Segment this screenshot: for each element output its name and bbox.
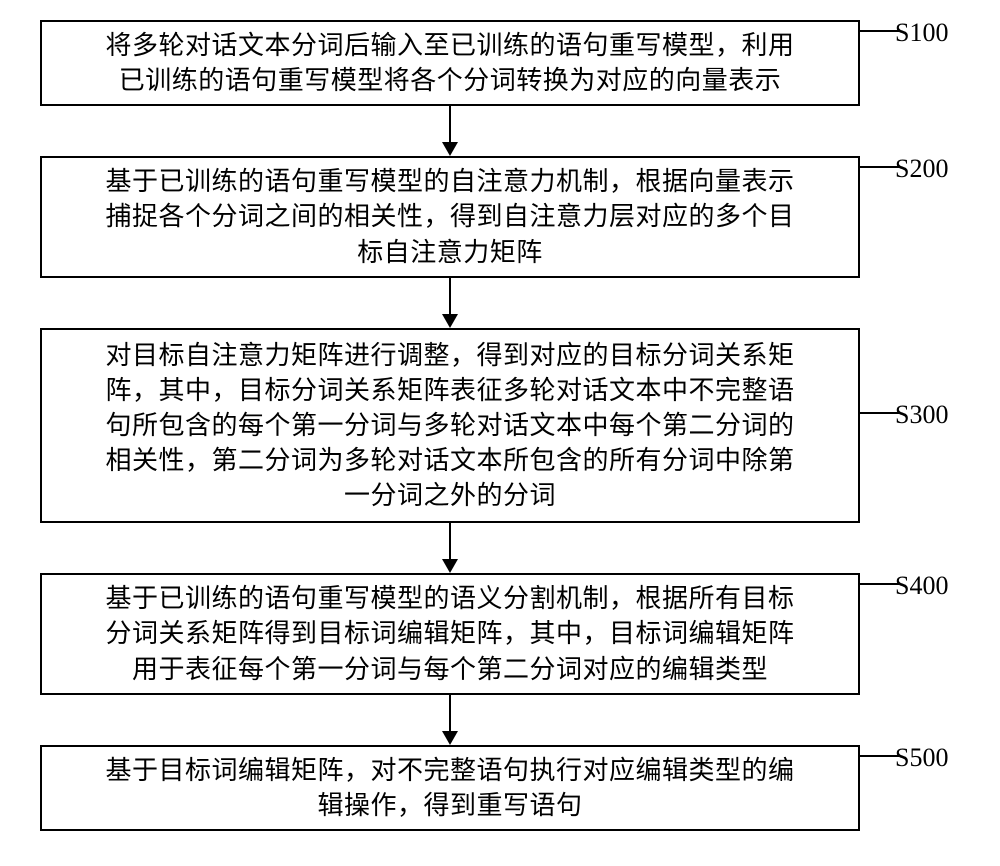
step-s200-label: S200 bbox=[895, 154, 948, 184]
arrow-s200-s300-line bbox=[449, 278, 451, 314]
step-s400-box: 基于已训练的语句重写模型的语义分割机制，根据所有目标 分词关系矩阵得到目标词编辑… bbox=[40, 573, 860, 695]
step-s200-text: 基于已训练的语句重写模型的自注意力机制，根据向量表示 捕捉各个分词之间的相关性，… bbox=[105, 164, 794, 269]
step-s300-connector bbox=[859, 412, 899, 414]
flowchart-canvas: 将多轮对话文本分词后输入至已训练的语句重写模型，利用 已训练的语句重写模型将各个… bbox=[0, 0, 1000, 866]
step-s400-label: S400 bbox=[895, 571, 948, 601]
step-s500-box: 基于目标词编辑矩阵，对不完整语句执行对应编辑类型的编 辑操作，得到重写语句 bbox=[40, 745, 860, 831]
step-s400-text: 基于已训练的语句重写模型的语义分割机制，根据所有目标 分词关系矩阵得到目标词编辑… bbox=[105, 581, 794, 686]
arrow-s300-s400-line bbox=[449, 523, 451, 559]
arrow-s200-s300-head bbox=[442, 314, 458, 328]
step-s300-label: S300 bbox=[895, 400, 948, 430]
step-s100-connector bbox=[859, 30, 899, 32]
arrow-s400-s500-line bbox=[449, 695, 451, 731]
step-s300-box: 对目标自注意力矩阵进行调整，得到对应的目标分词关系矩 阵，其中，目标分词关系矩阵… bbox=[40, 328, 860, 523]
step-s500-connector bbox=[859, 755, 899, 757]
step-s200-box: 基于已训练的语句重写模型的自注意力机制，根据向量表示 捕捉各个分词之间的相关性，… bbox=[40, 156, 860, 278]
step-s400-connector bbox=[859, 583, 899, 585]
arrow-s100-s200-line bbox=[449, 106, 451, 142]
step-s100-text: 将多轮对话文本分词后输入至已训练的语句重写模型，利用 已训练的语句重写模型将各个… bbox=[105, 28, 794, 98]
arrow-s300-s400-head bbox=[442, 559, 458, 573]
step-s100-label: S100 bbox=[895, 18, 948, 48]
step-s500-text: 基于目标词编辑矩阵，对不完整语句执行对应编辑类型的编 辑操作，得到重写语句 bbox=[105, 753, 794, 823]
step-s500-label: S500 bbox=[895, 743, 948, 773]
arrow-s400-s500-head bbox=[442, 731, 458, 745]
step-s300-text: 对目标自注意力矩阵进行调整，得到对应的目标分词关系矩 阵，其中，目标分词关系矩阵… bbox=[105, 338, 794, 513]
arrow-s100-s200-head bbox=[442, 142, 458, 156]
step-s200-connector bbox=[859, 166, 899, 168]
step-s100-box: 将多轮对话文本分词后输入至已训练的语句重写模型，利用 已训练的语句重写模型将各个… bbox=[40, 20, 860, 106]
